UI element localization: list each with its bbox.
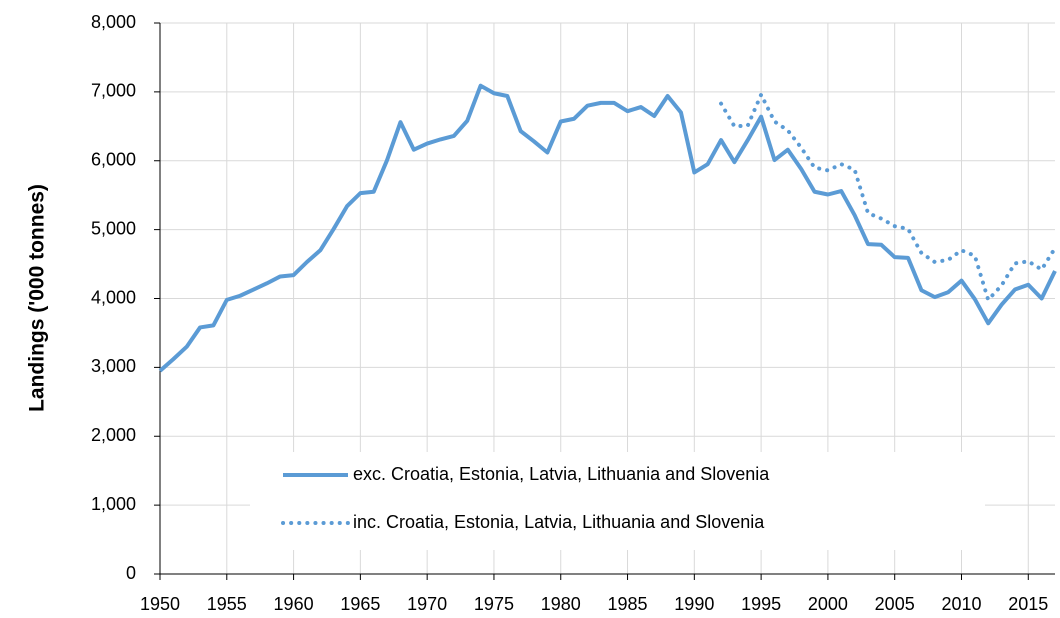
x-tick-label: 2015 bbox=[1008, 594, 1048, 614]
y-tick-label: 1,000 bbox=[91, 494, 136, 514]
x-tick-label: 2010 bbox=[941, 594, 981, 614]
series-line bbox=[158, 83, 1057, 373]
x-tick-label: 1965 bbox=[340, 594, 380, 614]
y-tick-label: 5,000 bbox=[91, 218, 136, 238]
y-tick-label: 6,000 bbox=[91, 150, 136, 170]
x-tick-label: 1975 bbox=[474, 594, 514, 614]
legend-label: exc. Croatia, Estonia, Latvia, Lithuania… bbox=[353, 464, 770, 484]
x-tick-label: 1950 bbox=[140, 594, 180, 614]
y-axis-label: Landings ('000 tonnes) bbox=[26, 184, 49, 412]
x-tick-label: 1985 bbox=[608, 594, 648, 614]
legend-label: inc. Croatia, Estonia, Latvia, Lithuania… bbox=[353, 512, 765, 532]
y-tick-label: 2,000 bbox=[91, 425, 136, 445]
y-tick-label: 8,000 bbox=[91, 12, 136, 32]
x-tick-label: 1995 bbox=[741, 594, 781, 614]
x-tick-label: 1990 bbox=[674, 594, 714, 614]
legend-box bbox=[250, 452, 985, 550]
x-tick-label: 2005 bbox=[875, 594, 915, 614]
x-tick-label: 2000 bbox=[808, 594, 848, 614]
x-tick-label: 1980 bbox=[541, 594, 581, 614]
x-tick-label: 1960 bbox=[274, 594, 314, 614]
y-tick-label: 0 bbox=[126, 563, 136, 583]
y-tick-label: 7,000 bbox=[91, 81, 136, 101]
x-tick-label: 1955 bbox=[207, 594, 247, 614]
y-tick-label: 4,000 bbox=[91, 287, 136, 307]
y-tick-label: 3,000 bbox=[91, 356, 136, 376]
x-tick-label: 1970 bbox=[407, 594, 447, 614]
series-line bbox=[719, 89, 1057, 304]
